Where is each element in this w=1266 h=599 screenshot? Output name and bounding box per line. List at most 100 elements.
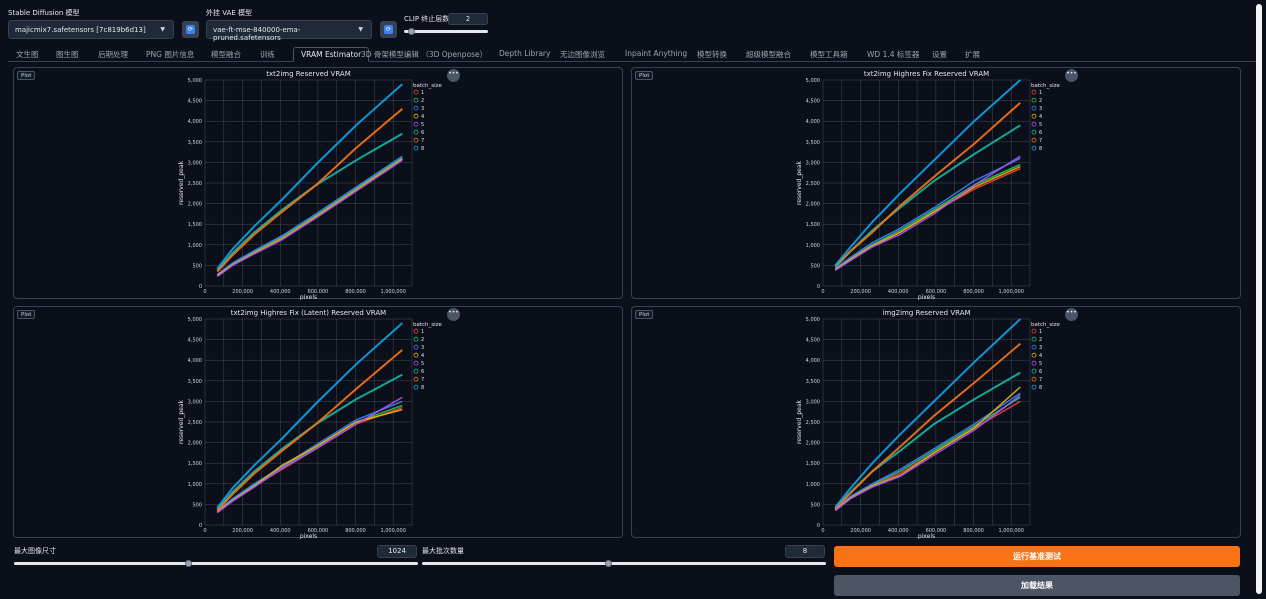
x-tick-label: 0 (821, 528, 824, 534)
x-tick-label: 400,000 (270, 528, 291, 534)
tab-item[interactable]: 模型工具箱 (810, 50, 848, 59)
tab-item[interactable]: 模型融合 (211, 50, 241, 59)
vae-dropdown[interactable]: vae-ft-mse-840000-ema-pruned.safetensors… (206, 20, 372, 42)
clip-skip-slider-knob[interactable] (408, 28, 415, 35)
sd-model-label: Stable Diffusion 模型 (8, 9, 80, 17)
series-line (216, 155, 403, 276)
x-tick-label: 600,000 (308, 528, 329, 534)
tab-item[interactable]: VRAM Estimator (293, 47, 370, 62)
legend-swatch (1031, 360, 1037, 366)
ellipsis-icon[interactable]: ••• (1065, 69, 1078, 82)
tab-item[interactable]: 图生图 (56, 50, 79, 59)
max-size-slider-knob[interactable] (184, 560, 192, 567)
y-axis-label: reserved_peak (796, 399, 803, 444)
sd-model-dropdown[interactable]: majicmix7.safetensors [7c819b6d13] ▼ (8, 20, 174, 39)
x-tick-label: 400,000 (888, 528, 909, 534)
plot-badge: Plot (635, 71, 654, 80)
legend-swatch (1031, 105, 1037, 111)
x-tick-label: 1,000,000 (998, 528, 1023, 534)
max-size-slider[interactable] (14, 562, 418, 565)
legend-entry: 1 (1039, 90, 1042, 96)
clip-skip-slider[interactable] (404, 30, 488, 33)
refresh-vae-button[interactable]: ⟳ (380, 21, 397, 38)
y-tick-label: 4,000 (188, 119, 202, 125)
legend-swatch (413, 129, 419, 135)
series-line (216, 108, 403, 273)
series-line (834, 157, 1021, 270)
run-benchmark-button[interactable]: 运行基准测试 (834, 546, 1240, 567)
y-tick-label: 4,000 (806, 119, 820, 125)
x-tick-label: 1,000,000 (380, 289, 405, 295)
tab-item[interactable]: 文生图 (16, 50, 39, 59)
legend-swatch (1031, 352, 1037, 358)
y-tick-label: 4,500 (188, 99, 202, 105)
legend-entry: 8 (1039, 385, 1042, 391)
legend-title: batch_size (1031, 322, 1061, 328)
x-axis-label: pixels (300, 533, 317, 539)
series-line (834, 79, 1021, 267)
chart-svg-txt2img-highres: txt2img Highres Fix Reserved VRAM 0 500 1,0… (796, 70, 1061, 300)
chart-svg-txt2img-latent: txt2img Highres Fix (Latent) Reserved VR… (178, 309, 443, 539)
tab-item[interactable]: 扩展 (965, 50, 980, 59)
tab-item[interactable]: 无边图像浏览 (560, 50, 605, 59)
ellipsis-icon[interactable]: ••• (447, 308, 460, 321)
tab-item[interactable]: 设置 (932, 50, 947, 59)
tab-item[interactable]: 训练 (260, 50, 275, 59)
y-axis-label: reserved_peak (796, 160, 803, 205)
refresh-icon: ⟳ (186, 25, 195, 34)
tab-bar: 文生图 图生图 后期处理 PNG 图片信息 模型融合 训练 VRAM Estimator 3D… (8, 47, 1258, 62)
x-tick-label: 800,000 (963, 289, 984, 295)
y-tick-label: 500 (810, 263, 820, 269)
x-tick-label: 600,000 (926, 528, 947, 534)
legend-swatch (1031, 137, 1037, 143)
legend-swatch (413, 105, 419, 111)
max-batch-slider[interactable] (422, 562, 826, 565)
y-tick-label: 3,500 (806, 140, 820, 146)
x-axis-label: pixels (300, 294, 317, 300)
y-tick-label: 1,500 (806, 222, 820, 228)
ellipsis-icon[interactable]: ••• (447, 69, 460, 82)
series-line (216, 83, 403, 270)
page-scrollbar[interactable] (1255, 2, 1263, 597)
chevron-down-icon: ▼ (358, 26, 363, 33)
tab-item[interactable]: WD 1.4 标签器 (867, 50, 920, 59)
legend-swatch (413, 376, 419, 382)
max-batch-input[interactable]: 8 (785, 545, 825, 558)
y-tick-label: 2,000 (188, 441, 202, 447)
tab-item[interactable]: Depth Library (499, 49, 551, 58)
y-tick-label: 2,500 (806, 181, 820, 187)
tab-item[interactable]: 3D 骨架模型编辑 （3D Openpose） (361, 50, 488, 59)
legend-swatch (413, 137, 419, 143)
refresh-sd-model-button[interactable]: ⟳ (182, 21, 199, 38)
series-line (834, 342, 1021, 510)
legend-swatch (413, 113, 419, 119)
max-size-input[interactable]: 1024 (377, 545, 417, 558)
y-tick-label: 2,000 (806, 441, 820, 447)
tab-item[interactable]: Inpaint Anything (625, 49, 688, 58)
sd-model-value: majicmix7.safetensors [7c819b6d13] (15, 26, 146, 34)
tab-item[interactable]: PNG 图片信息 (146, 50, 195, 59)
clip-skip-input[interactable]: 2 (448, 13, 488, 25)
legend-swatch (413, 89, 419, 95)
plot-badge: Plot (17, 71, 36, 80)
legend-title: batch_size (413, 322, 443, 328)
legend-swatch (413, 360, 419, 366)
y-tick-label: 3,500 (806, 379, 820, 385)
x-tick-label: 0 (821, 289, 824, 295)
y-tick-label: 3,000 (806, 399, 820, 405)
tab-item[interactable]: 后期处理 (98, 50, 128, 59)
legend-title: batch_size (1031, 83, 1061, 89)
y-tick-label: 2,500 (188, 181, 202, 187)
y-tick-label: 0 (199, 523, 202, 529)
max-batch-slider-knob[interactable] (604, 560, 612, 567)
y-tick-label: 2,500 (806, 420, 820, 426)
tab-item[interactable]: 超级模型融合 (746, 50, 791, 59)
y-tick-label: 1,000 (188, 482, 202, 488)
scrollbar-thumb[interactable] (1256, 4, 1262, 594)
y-tick-label: 1,500 (806, 461, 820, 467)
legend-entry: 7 (421, 138, 424, 144)
ellipsis-icon[interactable]: ••• (1065, 308, 1078, 321)
load-results-button[interactable]: 加载结果 (834, 575, 1240, 596)
y-tick-label: 1,500 (188, 461, 202, 467)
tab-item[interactable]: 模型转换 (697, 50, 727, 59)
